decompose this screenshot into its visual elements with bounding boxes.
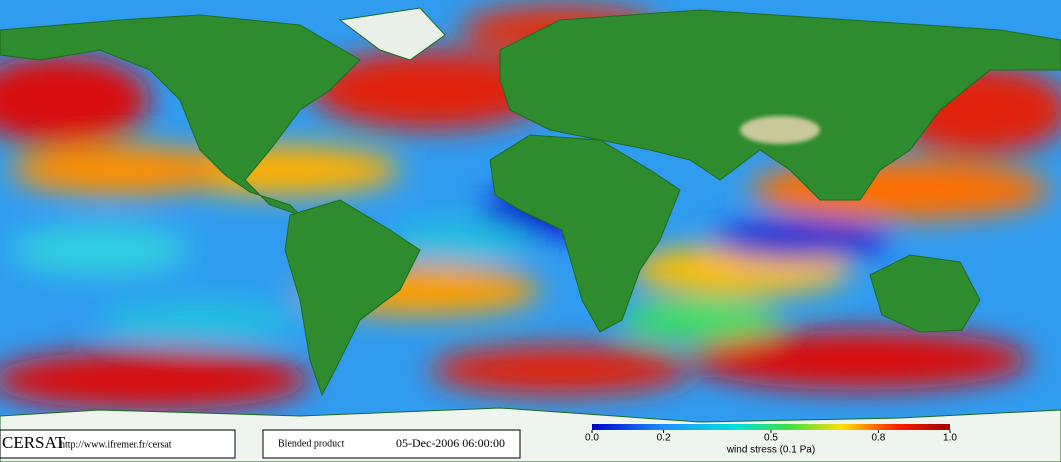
colorbar-label: wind stress (0.1 Pa) — [726, 445, 815, 456]
colorbar: wind stress (0.1 Pa) 0.0 0.2 0.5 0.8 1.0 — [585, 424, 957, 456]
colorbar-scale — [592, 424, 950, 430]
colorbar-tick-label: 0.0 — [585, 433, 599, 444]
colorbar-tick-label: 1.0 — [943, 433, 957, 444]
logo: CERSAT — [2, 433, 66, 452]
colorbar-tick-label: 0.8 — [871, 433, 885, 444]
product: Blended product — [278, 438, 345, 449]
logo-box — [0, 429, 236, 459]
footer: CERSAT http://www.ifremer.fr/cersat Blen… — [0, 429, 521, 459]
colorbar-tick-label: 0.2 — [657, 433, 671, 444]
land — [0, 7, 1061, 462]
url: http://www.ifremer.fr/cersat — [60, 439, 172, 450]
product-box — [262, 429, 521, 459]
date: 05-Dec-2006 06:00:00 — [396, 436, 505, 450]
colorbar-tick-label: 0.5 — [764, 433, 778, 444]
